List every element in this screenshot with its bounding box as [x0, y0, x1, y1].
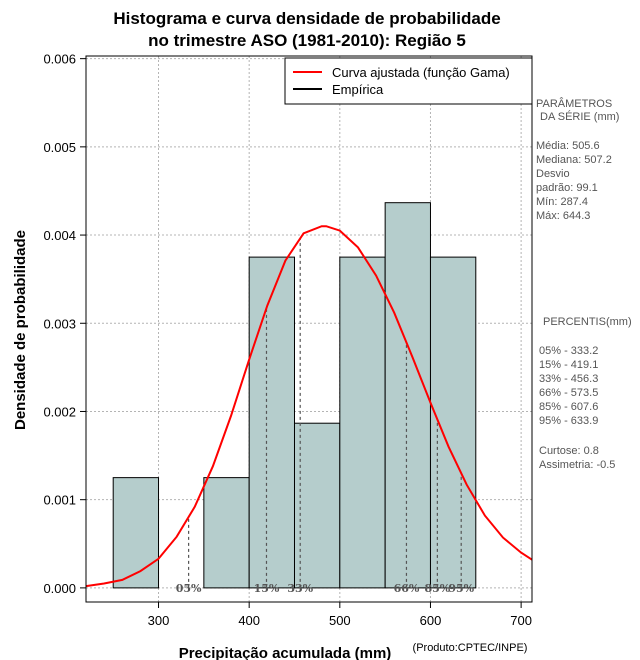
param-median: Mediana: 507.2 [536, 154, 612, 166]
x-axis-title: Precipitação acumulada (mm) [179, 645, 392, 660]
percentile-label: 85% [424, 582, 450, 595]
histogram-bar [339, 256, 386, 589]
legend: Curva ajustada (função Gama) Empírica [284, 57, 533, 105]
x-tick-label: 500 [329, 613, 351, 628]
percentile-33: 33% - 456.3 [539, 373, 598, 385]
histogram-bar [293, 422, 341, 589]
param-mean: Média: 505.6 [536, 140, 600, 152]
percentile-markers: 05% 15% 33% 66% 85%95% [176, 238, 475, 595]
fitted-curve [85, 225, 533, 588]
y-axis-ticks: 0.000 0.001 0.002 0.003 0.004 0.005 0.006 [43, 52, 86, 596]
legend-box [284, 57, 533, 105]
percentile-label: 15% [254, 582, 280, 595]
product-credit: (Produto:CPTEC/INPE) [413, 642, 528, 654]
histogram-bar [203, 477, 250, 589]
kurtosis: Curtose: 0.8 [539, 445, 599, 457]
y-tick-label: 0.001 [43, 493, 76, 508]
percentile-label: 95% [448, 582, 474, 595]
percentile-label: 33% [287, 582, 313, 595]
x-tick-label: 700 [510, 613, 532, 628]
histogram-bar [248, 256, 295, 589]
percentile-15: 15% - 419.1 [539, 359, 598, 371]
x-axis-ticks: 300 400 500 600 700 [148, 602, 532, 628]
fitted-curve-line [85, 225, 533, 588]
percentile-label: 66% [394, 582, 420, 595]
chart-title-line2: no trimestre ASO (1981-2010): Região 5 [148, 31, 466, 50]
y-tick-label: 0.006 [43, 52, 76, 67]
percentile-85: 85% - 607.6 [539, 401, 598, 413]
param-min: Mín: 287.4 [536, 196, 588, 208]
y-tick-label: 0.002 [43, 404, 76, 419]
skewness: Assimetria: -0.5 [539, 459, 615, 471]
legend-empirical-label: Empírica [332, 82, 384, 97]
percentile-05: 05% - 333.2 [539, 345, 598, 357]
y-tick-label: 0.005 [43, 140, 76, 155]
x-tick-label: 400 [238, 613, 260, 628]
y-tick-label: 0.000 [43, 581, 76, 596]
histogram-bars [112, 202, 477, 589]
y-axis-title: Densidade de probabilidade [12, 230, 29, 430]
params-title-line2: DA SÉRIE (mm) [540, 110, 619, 123]
percentiles-title: PERCENTIS(mm) [543, 316, 632, 328]
chart-title-line1: Histograma e curva densidade de probabil… [113, 9, 500, 28]
percentile-95: 95% - 633.9 [539, 415, 598, 427]
percentile-66: 66% - 573.5 [539, 387, 598, 399]
param-std-line1: Desvio [536, 168, 570, 180]
x-tick-label: 600 [420, 613, 442, 628]
histogram-bar [384, 202, 431, 589]
legend-fitted-label: Curva ajustada (função Gama) [332, 65, 510, 80]
plot-frame [85, 55, 533, 603]
percentile-label: 05% [176, 582, 202, 595]
y-tick-label: 0.004 [43, 228, 76, 243]
params-title-line1: PARÂMETROS [536, 97, 612, 110]
series-parameters-panel: PARÂMETROS DA SÉRIE (mm) Média: 505.6 Me… [536, 97, 632, 471]
histogram-bar [112, 477, 160, 589]
param-std-line2: padrão: 99.1 [536, 182, 598, 194]
y-tick-label: 0.003 [43, 316, 76, 331]
x-tick-label: 300 [148, 613, 170, 628]
param-max: Máx: 644.3 [536, 210, 590, 222]
